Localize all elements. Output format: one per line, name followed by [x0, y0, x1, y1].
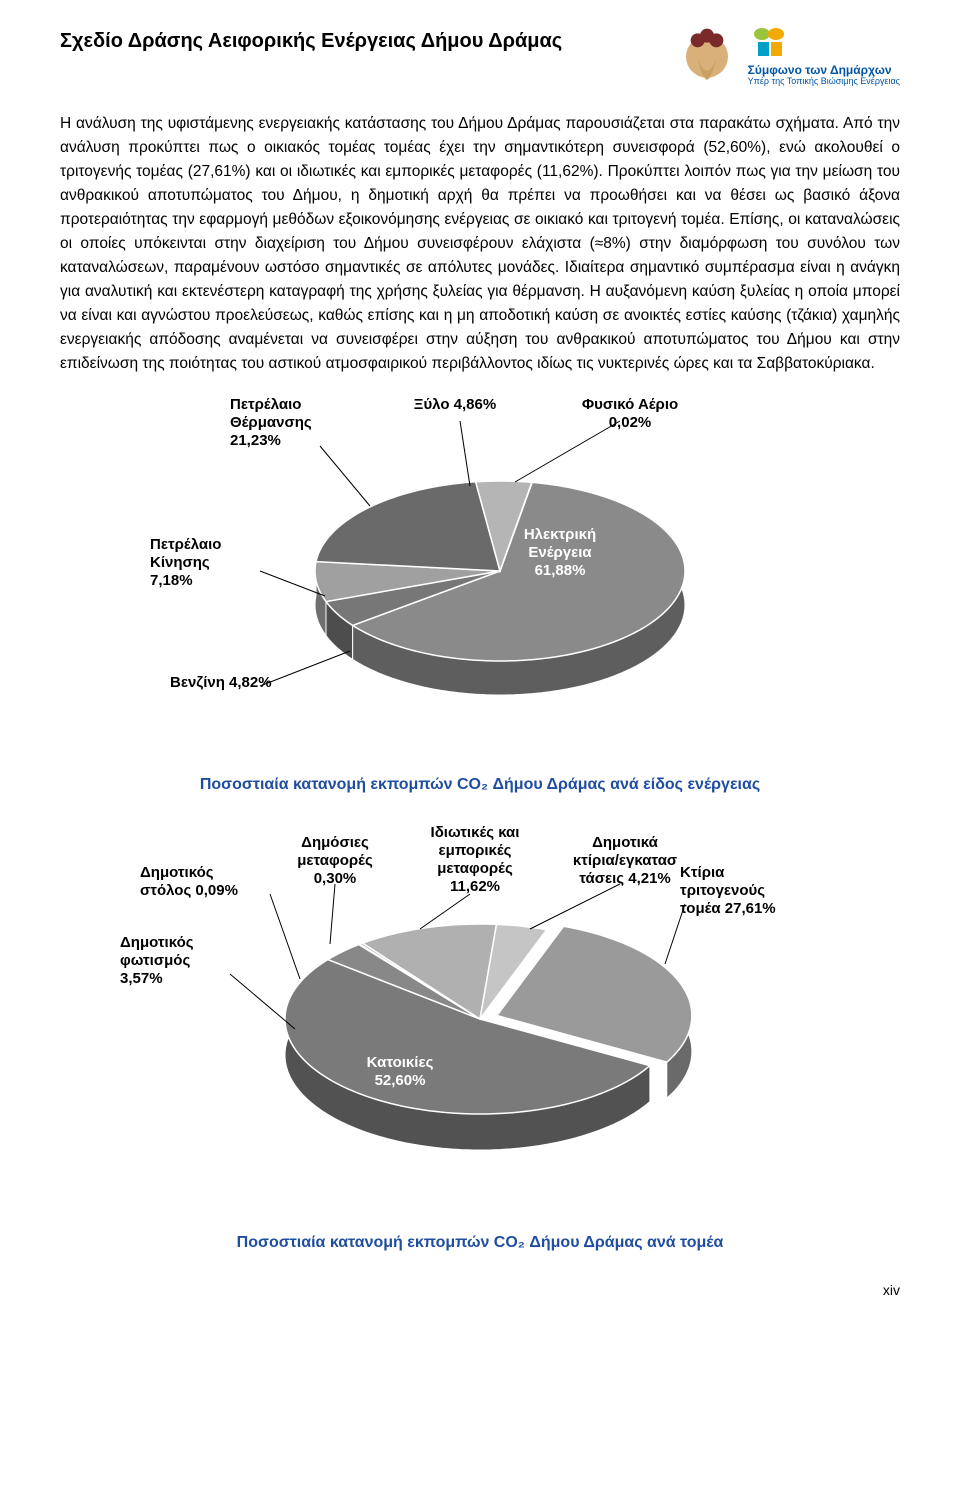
slice-label-residences: Κατοικίες 52,60% [340, 1054, 460, 1090]
document-title: Σχεδίο Δράσης Αειφορικής Ενέργειας Δήμου… [60, 24, 672, 53]
slice-label-private-transport: Ιδιωτικές και εμπορικές μεταφορές 11,62% [410, 824, 540, 896]
chart2-caption: Ποσοστιαία κατανομή εκπομπών CO₂ Δήμου Δ… [60, 1234, 900, 1252]
chart-sector: Κτίρια τριτογενούς τομέα 27,61% Κατοικίε… [120, 824, 840, 1184]
drama-logo-icon [672, 24, 742, 94]
slice-label-diesel-motion: Πετρέλαιο Κίνησης 7,18% [150, 536, 260, 590]
covenant-logo: Σύμφωνο των Δημάρχων Υπέρ της Τοπικής Βι… [748, 24, 900, 86]
slice-label-tertiary: Κτίρια τριτογενούς τομέα 27,61% [680, 864, 820, 918]
slice-label-fleet: Δημοτικός στόλος 0,09% [140, 864, 270, 900]
slice-label-natgas: Φυσικό Αέριο 0,02% [560, 396, 700, 432]
slice-label-public-transport: Δημόσιες μεταφορές 0,30% [280, 834, 390, 888]
slice-label-wood: Ξύλο 4,86% [400, 396, 510, 414]
slice-label-heating-oil: Πετρέλαιο Θέρμανσης 21,23% [230, 396, 350, 450]
covenant-icon [748, 24, 792, 64]
document-header: Σχεδίο Δράσης Αειφορικής Ενέργειας Δήμου… [60, 24, 900, 94]
chart1-caption: Ποσοστιαία κατανομή εκπομπών CO₂ Δήμου Δ… [60, 776, 900, 794]
page-number: xiv [60, 1282, 900, 1298]
header-logos: Σύμφωνο των Δημάρχων Υπέρ της Τοπικής Βι… [672, 24, 900, 94]
body-paragraph: Η ανάλυση της υφιστάμενης ενεργειακής κα… [60, 112, 900, 376]
slice-label-lighting: Δημοτικός φωτισμός 3,57% [120, 934, 230, 988]
chart-energy-type: Ηλεκτρική Ενέργεια 61,88% Βενζίνη 4,82% … [120, 396, 840, 736]
covenant-subtitle: Υπέρ της Τοπικής Βιώσιμης Ενέργειας [748, 77, 900, 86]
slice-label-electricity: Ηλεκτρική Ενέργεια 61,88% [500, 526, 620, 580]
slice-label-municipal-buildings: Δημοτικά κτίρια/εγκατασ τάσεις 4,21% [550, 834, 700, 888]
slice-label-benzine: Βενζίνη 4,82% [170, 674, 320, 692]
grapes-face-icon [672, 24, 742, 94]
